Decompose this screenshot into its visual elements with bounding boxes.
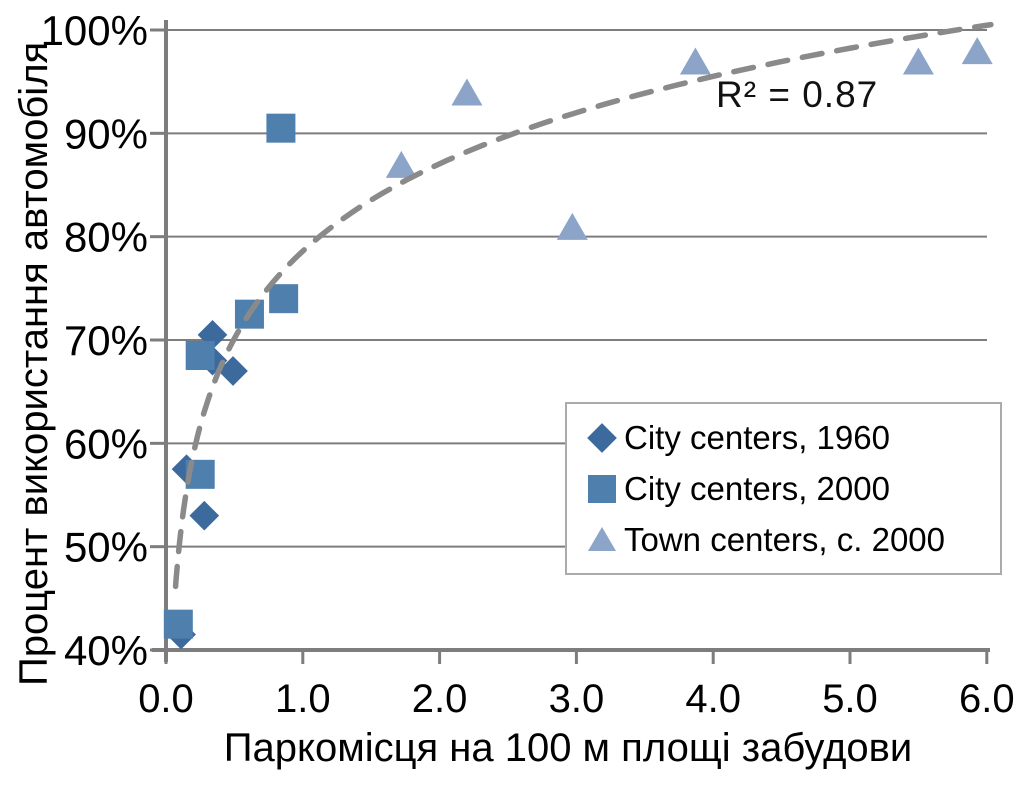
data-point-square — [185, 341, 215, 370]
data-point-triangle — [556, 212, 588, 240]
x-tick-label: 3.0 — [549, 677, 605, 721]
trendline-curve — [172, 21, 994, 590]
y-tick-label: 50% — [64, 524, 148, 571]
legend-item-triangle: Town centers, c. 2000 — [585, 522, 1000, 556]
x-tick-label: 1.0 — [275, 677, 331, 721]
y-tick-label: 70% — [64, 317, 148, 364]
legend-item-diamond: City centers, 1960 — [585, 421, 1000, 455]
y-tick-label: 80% — [64, 214, 148, 261]
square-icon — [588, 474, 616, 503]
data-point-triangle — [385, 150, 417, 178]
y-tick-label: 100% — [41, 7, 148, 54]
data-point-diamond — [189, 500, 220, 531]
legend-item-square: City centers, 2000 — [585, 472, 1000, 506]
legend-label: City centers, 1960 — [624, 419, 890, 457]
legend-label: City centers, 2000 — [624, 470, 890, 507]
data-point-triangle — [679, 47, 711, 75]
data-point-square — [266, 113, 296, 143]
data-point-triangle — [451, 78, 483, 106]
triangle-icon — [588, 527, 616, 552]
data-point-square — [269, 284, 299, 314]
data-point-square — [163, 609, 193, 639]
y-tick-label: 90% — [64, 110, 148, 157]
data-point-triangle — [902, 47, 934, 75]
diamond-icon — [587, 422, 617, 453]
x-tick-label: 4.0 — [685, 677, 741, 721]
x-tick-label: 6.0 — [959, 677, 1015, 721]
y-tick-label: 40% — [64, 627, 148, 674]
legend: City centers, 1960 City centers, 2000 Town… — [565, 402, 1002, 575]
x-tick-label: 2.0 — [412, 677, 468, 721]
legend-label: Town centers, c. 2000 — [624, 520, 946, 558]
x-tick-label: 0.0 — [138, 677, 194, 721]
r-squared-annotation: R² = 0.87 — [716, 74, 879, 115]
data-point-diamond — [218, 356, 248, 386]
y-tick-label: 60% — [64, 420, 148, 467]
x-tick-label: 5.0 — [822, 677, 878, 721]
data-point-triangle — [961, 37, 993, 65]
x-axis-title: Паркомісця на 100 м площі забудови — [223, 726, 913, 770]
y-axis-title: Процент використання автомобіля — [12, 41, 56, 686]
